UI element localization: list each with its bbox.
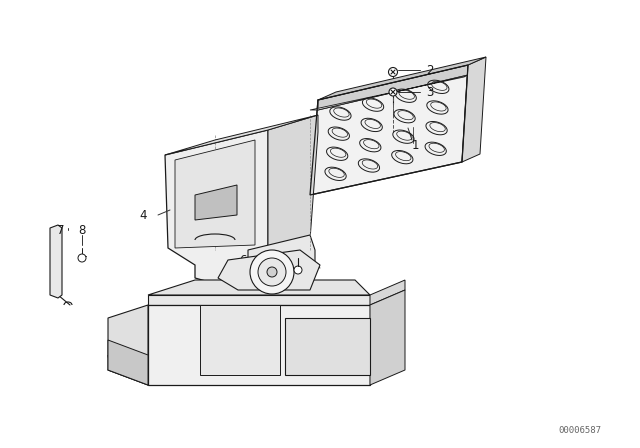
Polygon shape [165,130,268,285]
Polygon shape [318,57,486,100]
Polygon shape [148,295,370,305]
Polygon shape [148,305,370,385]
Polygon shape [108,340,148,385]
Polygon shape [310,65,468,195]
Polygon shape [200,305,280,375]
Circle shape [78,254,86,262]
Polygon shape [285,318,370,375]
Circle shape [388,68,397,77]
Circle shape [267,267,277,277]
Circle shape [250,250,294,294]
Text: 4: 4 [140,208,147,221]
Polygon shape [318,65,468,110]
Circle shape [294,266,302,274]
Text: 7: 7 [57,224,65,237]
Text: 1: 1 [412,138,419,151]
Polygon shape [165,115,318,155]
Polygon shape [370,290,405,385]
Text: 3: 3 [426,86,434,99]
Polygon shape [175,140,255,248]
Polygon shape [268,115,318,248]
Polygon shape [108,305,148,385]
Text: 5: 5 [296,255,304,268]
Polygon shape [310,75,468,110]
Text: 2: 2 [426,64,434,77]
Polygon shape [248,235,315,278]
Circle shape [389,88,397,96]
Text: 6: 6 [239,254,247,267]
Polygon shape [50,225,62,298]
Polygon shape [218,250,320,290]
Polygon shape [370,280,405,305]
Text: 8: 8 [78,224,86,237]
Polygon shape [195,185,237,220]
Circle shape [258,258,286,286]
Text: 00006587: 00006587 [559,426,602,435]
Polygon shape [462,57,486,162]
Polygon shape [148,280,370,295]
